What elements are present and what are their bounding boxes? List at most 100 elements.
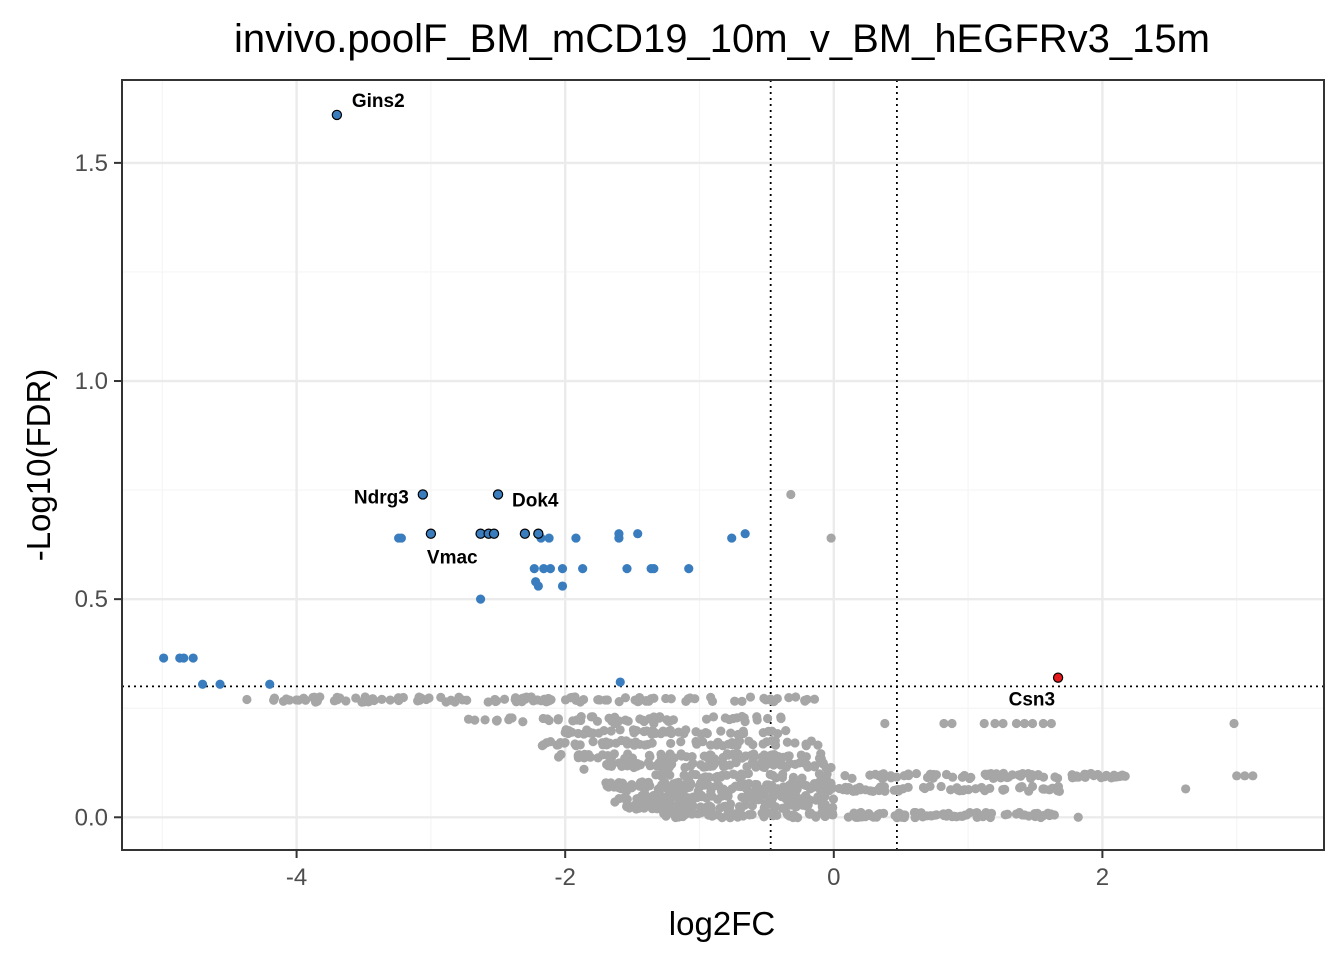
point-not-significant bbox=[910, 812, 920, 823]
point-not-significant bbox=[1039, 784, 1049, 794]
point-not-significant bbox=[734, 736, 745, 746]
point-not-significant bbox=[1027, 770, 1037, 780]
point-down-regulated bbox=[614, 533, 624, 543]
point-not-significant bbox=[880, 718, 890, 729]
point-down-regulated bbox=[533, 581, 543, 591]
point-not-significant bbox=[592, 716, 603, 726]
point-not-significant bbox=[745, 692, 756, 702]
point-not-significant bbox=[644, 696, 654, 706]
point-down-regulated bbox=[215, 679, 225, 689]
point-not-significant bbox=[735, 729, 745, 739]
point-not-significant bbox=[703, 808, 713, 818]
chart-title: invivo.poolF_BM_mCD19_10m_v_BM_hEGFRv3_1… bbox=[234, 17, 1210, 61]
point-not-significant bbox=[654, 758, 664, 768]
point-not-significant bbox=[1018, 769, 1028, 779]
point-not-significant bbox=[701, 714, 712, 724]
point-not-significant bbox=[692, 739, 702, 749]
gene-label-dok4: Dok4 bbox=[512, 490, 559, 511]
point-not-significant bbox=[598, 750, 608, 760]
point-down-regulated bbox=[265, 679, 275, 689]
point-not-significant bbox=[579, 764, 589, 774]
point-not-significant bbox=[749, 749, 759, 759]
point-down-regulated bbox=[545, 564, 556, 574]
point-not-significant bbox=[920, 783, 930, 794]
point-not-significant bbox=[818, 758, 828, 768]
point-not-significant bbox=[691, 727, 701, 737]
point-down-highlighted bbox=[533, 528, 544, 539]
point-not-significant bbox=[368, 694, 378, 704]
point-not-significant bbox=[713, 794, 723, 804]
point-not-significant bbox=[770, 802, 781, 812]
point-not-significant bbox=[575, 740, 585, 750]
point-not-significant bbox=[492, 715, 502, 725]
point-not-significant bbox=[771, 773, 781, 783]
point-not-significant bbox=[647, 738, 657, 748]
y-tick-label: 1.5 bbox=[75, 150, 108, 177]
point-not-significant bbox=[1232, 771, 1242, 781]
y-axis: 0.0 0.5 1.0 1.5 bbox=[75, 150, 122, 831]
gene-label-ndrg3: Ndrg3 bbox=[354, 487, 409, 508]
point-not-significant bbox=[727, 811, 737, 821]
point-not-significant bbox=[748, 740, 758, 750]
point-not-significant bbox=[1044, 810, 1055, 821]
point-not-significant bbox=[973, 812, 984, 822]
point-not-significant bbox=[576, 712, 586, 722]
point-not-significant bbox=[899, 771, 909, 781]
point-not-significant bbox=[1080, 772, 1090, 783]
point-not-significant bbox=[708, 712, 719, 722]
point-not-significant bbox=[676, 737, 686, 747]
point-not-significant bbox=[855, 785, 866, 795]
y-axis-title: -Log10(FDR) bbox=[20, 369, 57, 562]
point-not-significant bbox=[594, 695, 604, 705]
point-not-significant bbox=[622, 801, 632, 811]
point-not-significant bbox=[499, 694, 510, 704]
x-axis-title: log2FC bbox=[669, 905, 775, 942]
point-not-significant bbox=[560, 695, 571, 705]
gene-label-vmac: Vmac bbox=[427, 548, 478, 569]
point-not-significant bbox=[582, 725, 592, 735]
point-not-significant bbox=[702, 728, 712, 739]
point-not-significant bbox=[1117, 770, 1127, 780]
point-not-significant bbox=[776, 712, 786, 722]
point-not-significant bbox=[491, 696, 502, 706]
point-not-significant bbox=[649, 718, 659, 729]
threshold-lines bbox=[122, 80, 1324, 850]
point-not-significant bbox=[705, 758, 716, 768]
point-not-significant bbox=[1054, 786, 1065, 796]
point-not-significant bbox=[758, 728, 768, 738]
point-not-significant bbox=[610, 797, 620, 807]
point-not-significant bbox=[843, 812, 854, 822]
point-not-significant bbox=[603, 761, 613, 771]
point-not-significant bbox=[858, 810, 868, 821]
x-tick-label: -4 bbox=[286, 864, 307, 891]
point-not-significant bbox=[603, 738, 613, 748]
point-not-significant bbox=[767, 726, 777, 736]
point-not-significant bbox=[922, 772, 933, 783]
point-down-regulated bbox=[633, 529, 643, 539]
point-not-significant bbox=[611, 738, 621, 748]
point-not-significant bbox=[741, 751, 751, 761]
point-not-significant bbox=[649, 712, 659, 722]
point-not-significant bbox=[284, 695, 295, 705]
point-not-significant bbox=[687, 769, 698, 779]
point-down-regulated bbox=[539, 564, 549, 574]
point-not-significant bbox=[745, 790, 755, 801]
point-not-significant bbox=[959, 770, 970, 781]
point-not-significant bbox=[751, 762, 761, 772]
point-not-significant bbox=[737, 696, 747, 706]
point-not-significant bbox=[1038, 718, 1048, 729]
point-down-regulated bbox=[188, 653, 198, 663]
point-not-significant bbox=[1100, 772, 1110, 782]
x-tick-label: 2 bbox=[1096, 864, 1109, 891]
point-not-significant bbox=[511, 697, 521, 707]
point-not-significant bbox=[998, 718, 1008, 729]
point-not-significant bbox=[629, 728, 639, 738]
data-points bbox=[159, 109, 1258, 823]
point-down-highlighted bbox=[488, 528, 500, 539]
point-not-significant bbox=[648, 803, 658, 813]
point-not-significant bbox=[480, 715, 490, 725]
point-not-significant bbox=[865, 770, 875, 780]
point-not-significant bbox=[801, 741, 811, 751]
point-not-significant bbox=[791, 692, 801, 702]
